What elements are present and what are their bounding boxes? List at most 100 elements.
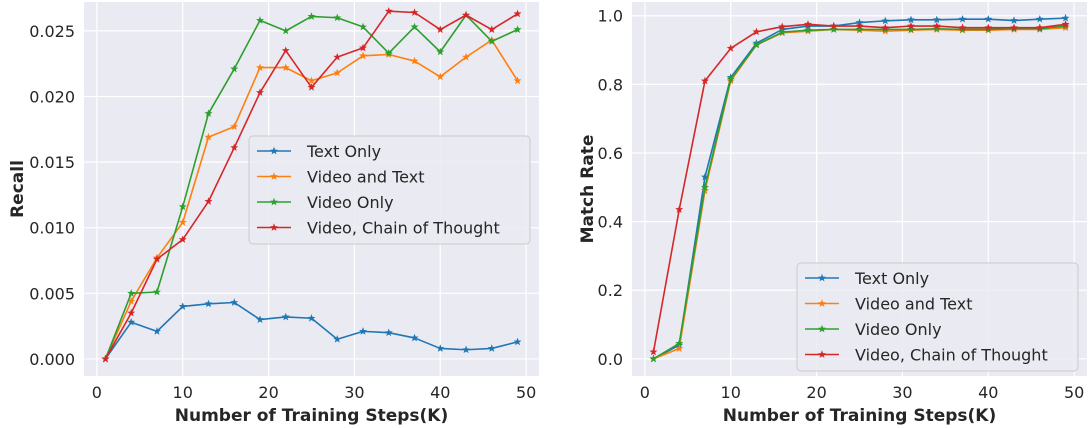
- data-point: [752, 40, 761, 49]
- data-point: [410, 22, 419, 31]
- data-point: [881, 23, 890, 32]
- x-tick-label: 30: [892, 383, 912, 402]
- x-tick-label: 0: [640, 383, 650, 402]
- data-point: [152, 255, 161, 263]
- y-tick-labels: 0.000 0.005 0.010 0.015 0.020 0.025: [29, 22, 75, 369]
- x-axis-label: Number of Training Steps(K): [175, 406, 448, 426]
- data-point: [436, 47, 445, 56]
- y-tick-label: 0.015: [29, 153, 75, 172]
- data-point: [649, 347, 658, 356]
- legend-label: Video Only: [307, 193, 394, 212]
- y-tick-labels: 0.0 0.2 0.4 0.6 0.8 1.0: [598, 7, 623, 369]
- data-point: [804, 25, 812, 34]
- data-point: [127, 318, 136, 326]
- data-point: [204, 299, 213, 308]
- data-point: [487, 37, 496, 45]
- x-tick-label: 0: [92, 383, 102, 402]
- data-point: [932, 21, 941, 30]
- series-lines: [649, 13, 1070, 363]
- data-point: [829, 21, 838, 30]
- data-point: [855, 21, 864, 30]
- data-point: [230, 64, 239, 73]
- data-point: [958, 23, 967, 32]
- data-point: [410, 56, 419, 65]
- data-point: [359, 43, 367, 52]
- data-point: [204, 132, 213, 141]
- data-point: [230, 298, 239, 306]
- legend-item: Video, Chain of Thought: [257, 219, 500, 238]
- legend-marker: [818, 273, 826, 282]
- data-point: [700, 172, 709, 181]
- data-point: [1035, 23, 1044, 32]
- data-point: [281, 46, 290, 54]
- data-point: [333, 52, 342, 61]
- data-point: [726, 75, 735, 83]
- data-point: [359, 51, 367, 60]
- data-point: [384, 6, 393, 15]
- x-tick-label: 40: [430, 383, 450, 402]
- data-point: [384, 328, 393, 337]
- data-point: [907, 21, 915, 30]
- data-point: [307, 83, 316, 91]
- data-point: [204, 109, 213, 117]
- legend-label: Video and Text: [855, 295, 972, 314]
- match-rate-chart: 0 10 20 30 40 50 0.0 0.2 0.4 0.6 0.8 1.0 Number of…: [578, 2, 1087, 426]
- x-axis-label: Number of Training Steps(K): [723, 406, 996, 426]
- series-video-chain-of-thought: [649, 20, 1070, 356]
- data-point: [649, 354, 658, 363]
- data-point: [436, 72, 445, 81]
- legend-marker: [270, 146, 278, 155]
- data-point: [487, 25, 496, 33]
- data-point: [178, 302, 187, 310]
- data-point: [726, 44, 735, 52]
- data-point: [752, 27, 761, 36]
- data-point: [152, 327, 161, 335]
- data-point: [307, 76, 316, 85]
- data-point: [804, 20, 812, 28]
- data-point: [256, 88, 264, 96]
- data-point: [462, 345, 471, 354]
- legend-item: Video and Text: [257, 168, 424, 187]
- data-point: [675, 339, 684, 347]
- x-tick-label: 40: [978, 383, 998, 402]
- y-tick-label: 0.2: [598, 281, 623, 300]
- x-tick-label: 10: [721, 383, 741, 402]
- data-point: [958, 14, 967, 23]
- data-point: [1061, 13, 1070, 22]
- data-point: [462, 10, 471, 19]
- data-point: [333, 13, 342, 22]
- x-tick-label: 20: [806, 383, 826, 402]
- legend-label: Video and Text: [307, 168, 424, 187]
- data-point: [281, 63, 290, 72]
- data-point: [700, 76, 709, 85]
- data-point: [513, 25, 522, 33]
- y-tick-label: 0.010: [29, 219, 75, 238]
- data-point: [410, 333, 419, 342]
- y-tick-label: 0.005: [29, 284, 75, 303]
- legend-marker: [818, 350, 826, 358]
- data-point: [907, 25, 915, 33]
- legend-item: Text Only: [257, 142, 381, 161]
- data-point: [778, 22, 787, 31]
- y-tick-label: 0.0: [598, 350, 623, 369]
- gridlines: [632, 2, 1087, 376]
- x-tick-labels: 0 10 20 30 40 50: [92, 383, 537, 402]
- y-tick-label: 1.0: [598, 7, 623, 26]
- data-point: [127, 289, 136, 297]
- data-point: [675, 344, 684, 352]
- x-tick-label: 50: [1064, 383, 1084, 402]
- data-point: [1010, 23, 1019, 32]
- legend-marker: [270, 223, 278, 231]
- data-point: [1035, 14, 1044, 23]
- x-tick-label: 20: [258, 383, 278, 402]
- data-point: [410, 8, 419, 16]
- data-point: [178, 235, 187, 243]
- legend-label: Video Only: [855, 320, 942, 339]
- data-point: [1061, 20, 1070, 28]
- data-point: [359, 22, 367, 31]
- legend-marker: [818, 299, 826, 307]
- data-point: [307, 12, 316, 20]
- series-video-chain-of-thought: [101, 6, 522, 363]
- data-point: [513, 76, 522, 85]
